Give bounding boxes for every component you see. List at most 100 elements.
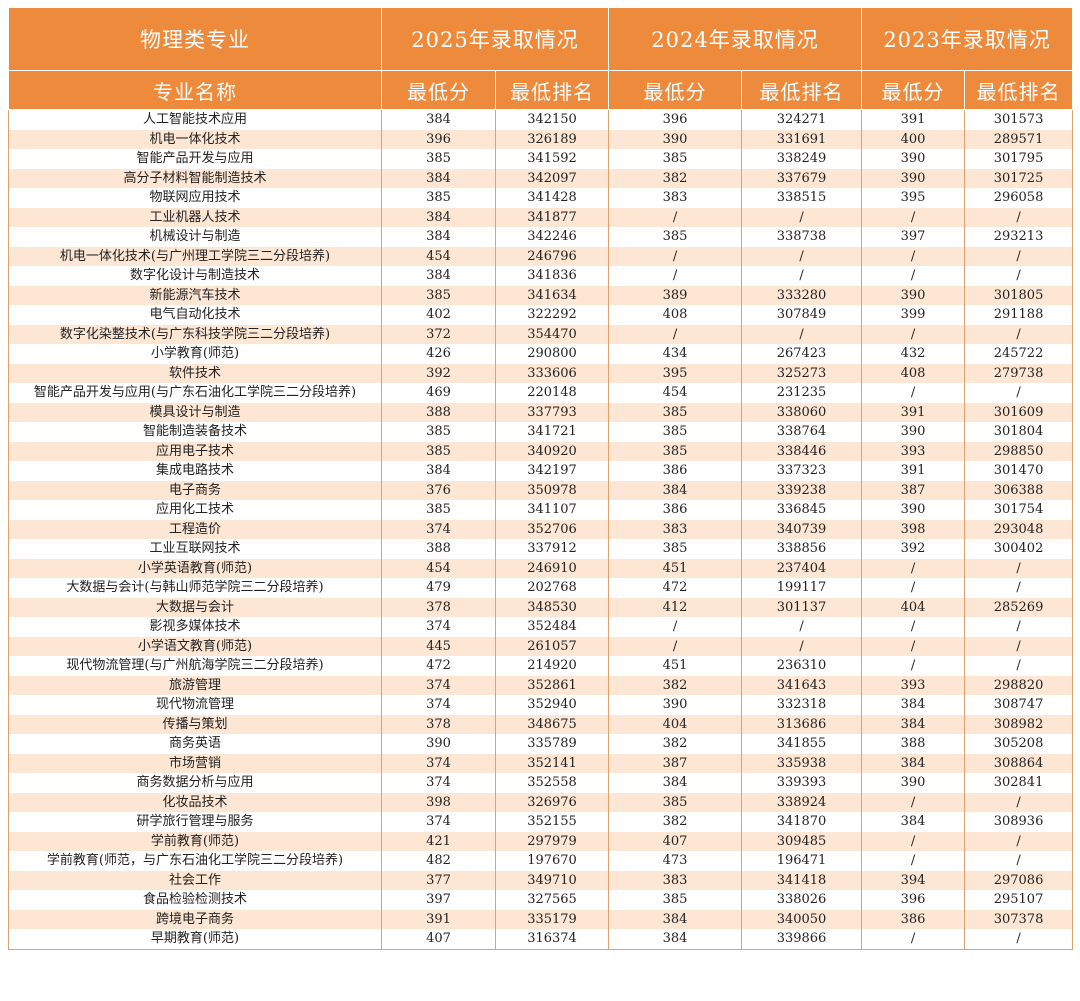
min-score-2024-cell: /	[608, 617, 743, 637]
min-score-2025-cell: 388	[381, 539, 496, 559]
min-score-2024-cell: /	[608, 636, 743, 656]
min-rank-2025-cell: 341592	[494, 149, 610, 169]
min-rank-2024-cell: 332318	[741, 695, 863, 715]
min-rank-2024-cell: 338446	[741, 441, 863, 461]
min-rank-2023-cell: 302841	[964, 773, 1074, 793]
table-row: 软件技术 392 333606 395 325273 408 279738	[8, 363, 1074, 383]
min-rank-2024-cell: 337323	[741, 461, 863, 481]
min-rank-2023-cell: /	[964, 636, 1074, 656]
min-score-2023-cell: 386	[861, 909, 966, 929]
min-rank-2025-cell: 316374	[494, 929, 610, 950]
min-rank-2023-cell: 306388	[964, 480, 1074, 500]
min-rank-2023-cell: /	[964, 929, 1074, 950]
min-score-2023-cell: 384	[861, 753, 966, 773]
min-rank-2023-cell: 308982	[964, 714, 1074, 734]
min-score-2025-cell: 374	[381, 695, 496, 715]
min-score-2023-cell: /	[861, 831, 966, 851]
min-score-2024-cell: 385	[608, 422, 743, 442]
min-score-2025-cell: 407	[381, 929, 496, 950]
min-rank-2024-cell: 341855	[741, 734, 863, 754]
min-score-2025-cell: 374	[381, 519, 496, 539]
min-score-2023-cell: 390	[861, 773, 966, 793]
min-rank-2025-cell: 341721	[494, 422, 610, 442]
min-score-2024-cell: 382	[608, 168, 743, 188]
min-score-2025-cell: 372	[381, 324, 496, 344]
min-rank-2025-cell: 354470	[494, 324, 610, 344]
min-score-2025-cell: 454	[381, 558, 496, 578]
min-score-2024-cell: 385	[608, 539, 743, 559]
min-rank-2024-cell: 338026	[741, 890, 863, 910]
min-rank-2025-cell: 352706	[494, 519, 610, 539]
min-rank-2024-cell: /	[741, 324, 863, 344]
min-rank-header-2023: 最低排名	[964, 70, 1074, 110]
min-score-2025-cell: 392	[381, 363, 496, 383]
table-row: 食品检验检测技术 397 327565 385 338026 396 295107	[8, 890, 1074, 910]
min-score-2023-cell: /	[861, 656, 966, 676]
min-score-2024-cell: 387	[608, 753, 743, 773]
min-score-2023-cell: /	[861, 929, 966, 950]
table-row: 新能源汽车技术 385 341634 389 333280 390 301805	[8, 285, 1074, 305]
min-rank-2024-cell: 338738	[741, 227, 863, 247]
table-row: 社会工作 377 349710 383 341418 394 297086	[8, 870, 1074, 890]
table-header: 物理类专业 2025年录取情况 2024年录取情况 2023年录取情况 专业名称…	[8, 7, 1074, 110]
table-row: 商务数据分析与应用 374 352558 384 339393 390 302841	[8, 773, 1074, 793]
major-name-cell: 社会工作	[8, 870, 382, 890]
min-rank-2025-cell: 340920	[494, 441, 610, 461]
min-score-2025-cell: 445	[381, 636, 496, 656]
table-row: 机械设计与制造 384 342246 385 338738 397 293213	[8, 227, 1074, 247]
table-row: 工业互联网技术 388 337912 385 338856 392 300402	[8, 539, 1074, 559]
min-rank-2023-cell: 285269	[964, 597, 1074, 617]
min-score-2024-cell: 395	[608, 363, 743, 383]
min-score-2024-cell: 384	[608, 909, 743, 929]
category-header: 物理类专业	[8, 7, 382, 71]
table-row: 机电一体化技术(与广州理工学院三二分段培养) 454 246796// / /	[8, 246, 1074, 266]
min-rank-2024-cell: 199117	[741, 578, 863, 598]
min-score-2024-cell: 385	[608, 227, 743, 247]
table-row: 集成电路技术 384 342197 386 337323 391 301470	[8, 461, 1074, 481]
min-rank-2025-cell: 290800	[494, 344, 610, 364]
min-score-2023-cell: 398	[861, 519, 966, 539]
min-score-2023-cell: 397	[861, 227, 966, 247]
min-rank-2025-cell: 348530	[494, 597, 610, 617]
min-score-2023-cell: 390	[861, 149, 966, 169]
table-row: 化妆品技术 398 326976 385 338924//	[8, 792, 1074, 812]
min-score-2025-cell: 378	[381, 714, 496, 734]
major-name-cell: 应用电子技术	[8, 441, 382, 461]
min-score-2024-cell: 451	[608, 558, 743, 578]
table-row: 人工智能技术应用 384 342150 396 324271 391 301573	[8, 109, 1074, 130]
min-rank-2023-cell: 301573	[964, 109, 1074, 130]
major-name-cell: 商务数据分析与应用	[8, 773, 382, 793]
min-rank-2025-cell: 352141	[494, 753, 610, 773]
table-row: 数字化染整技术(与广东科技学院三二分段培养) 372 354470// / /	[8, 324, 1074, 344]
min-rank-2024-cell: 336845	[741, 500, 863, 520]
min-score-2025-cell: 469	[381, 383, 496, 403]
min-rank-2023-cell: 293213	[964, 227, 1074, 247]
min-score-2023-cell: 432	[861, 344, 966, 364]
min-score-2025-cell: 421	[381, 831, 496, 851]
min-rank-2025-cell: 322292	[494, 305, 610, 325]
major-name-cell: 新能源汽车技术	[8, 285, 382, 305]
admission-score-table: 物理类专业 2025年录取情况 2024年录取情况 2023年录取情况 专业名称…	[8, 7, 1074, 950]
major-name-cell: 电子商务	[8, 480, 382, 500]
min-score-2024-cell: 382	[608, 734, 743, 754]
min-score-2025-cell: 426	[381, 344, 496, 364]
min-score-2024-cell: 390	[608, 129, 743, 149]
min-rank-2024-cell: /	[741, 246, 863, 266]
min-rank-2023-cell: 298820	[964, 675, 1074, 695]
major-name-cell: 小学英语教育(师范)	[8, 558, 382, 578]
major-name-cell: 学前教育(师范)	[8, 831, 382, 851]
min-score-2025-cell: 384	[381, 168, 496, 188]
major-name-cell: 小学语文教育(师范)	[8, 636, 382, 656]
major-name-cell: 传播与策划	[8, 714, 382, 734]
major-name-cell: 机电一体化技术(与广州理工学院三二分段培养)	[8, 246, 382, 266]
min-score-2023-cell: 396	[861, 890, 966, 910]
min-rank-2025-cell: 352558	[494, 773, 610, 793]
min-rank-2025-cell: 352940	[494, 695, 610, 715]
major-name-cell: 数字化设计与制造技术	[8, 266, 382, 286]
table-row: 物联网应用技术 385 341428 383 338515 395 296058	[8, 188, 1074, 208]
major-name-cell: 机械设计与制造	[8, 227, 382, 247]
min-rank-2023-cell: 301805	[964, 285, 1074, 305]
major-name-cell: 大数据与会计(与韩山师范学院三二分段培养)	[8, 578, 382, 598]
table-row: 传播与策划 378 348675 404 313686 384 308982	[8, 714, 1074, 734]
